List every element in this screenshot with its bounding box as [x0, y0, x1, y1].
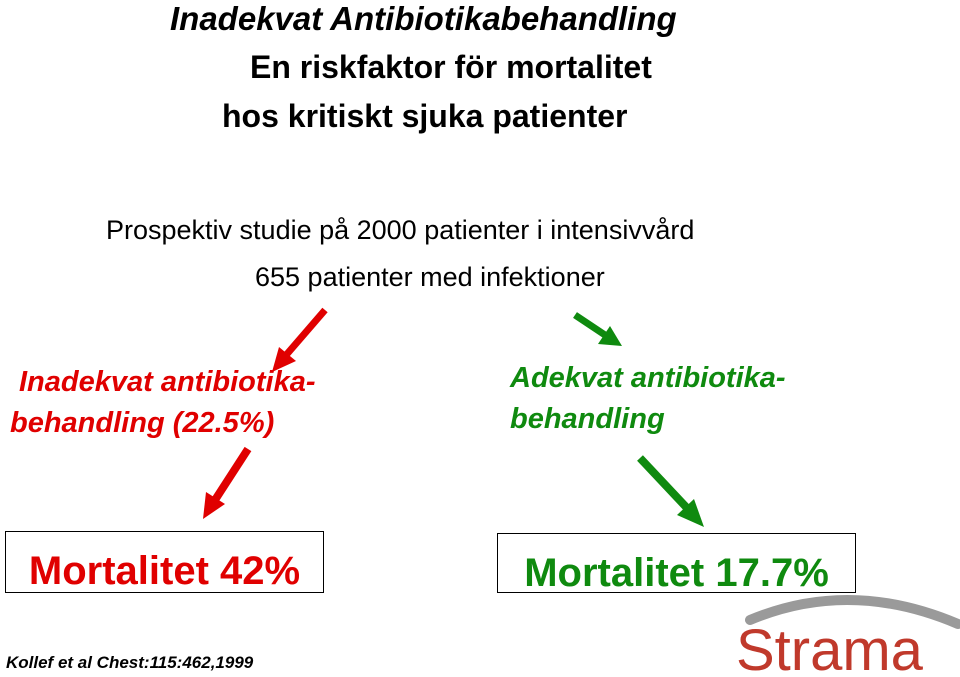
arrow-to-mortality-inadequate [203, 446, 252, 519]
mortality-adequate-value: Mortalitet 17.7% [524, 551, 829, 595]
arrow-to-adequate [573, 312, 622, 346]
arrow-to-mortality-adequate [637, 455, 704, 527]
inadequate-treatment-label: Inadekvat antibiotika- behandling (22.5%… [10, 362, 316, 444]
inadequate-line-1: Inadekvat antibiotika- [19, 366, 316, 398]
mortality-adequate-box: Mortalitet 17.7% [497, 533, 856, 595]
adequate-treatment-label: Adekvat antibiotika- behandling [510, 358, 786, 440]
inadequate-line-2: behandling (22.5%) [10, 407, 275, 439]
study-description: Prospektiv studie på 2000 patienter i in… [106, 215, 695, 245]
infection-count: 655 patienter med infektioner [255, 262, 605, 292]
citation: Kollef et al Chest:115:462,1999 [6, 653, 254, 672]
adequate-line-2: behandling [510, 403, 665, 435]
logo-text: Strama [736, 618, 924, 677]
subtitle-line-2: hos kritiskt sjuka patienter [222, 98, 628, 134]
mortality-inadequate-value: Mortalitet 42% [28, 549, 301, 593]
slide-title: Inadekvat Antibiotikabehandling [170, 0, 677, 37]
subtitle-line-1: En riskfaktor för mortalitet [250, 49, 652, 85]
arrow-to-inadequate [272, 307, 328, 372]
mortality-inadequate-box: Mortalitet 42% [5, 531, 324, 593]
adequate-line-1: Adekvat antibiotika- [510, 362, 786, 394]
strama-logo: Strama [736, 594, 960, 677]
logo-arc [745, 594, 960, 629]
